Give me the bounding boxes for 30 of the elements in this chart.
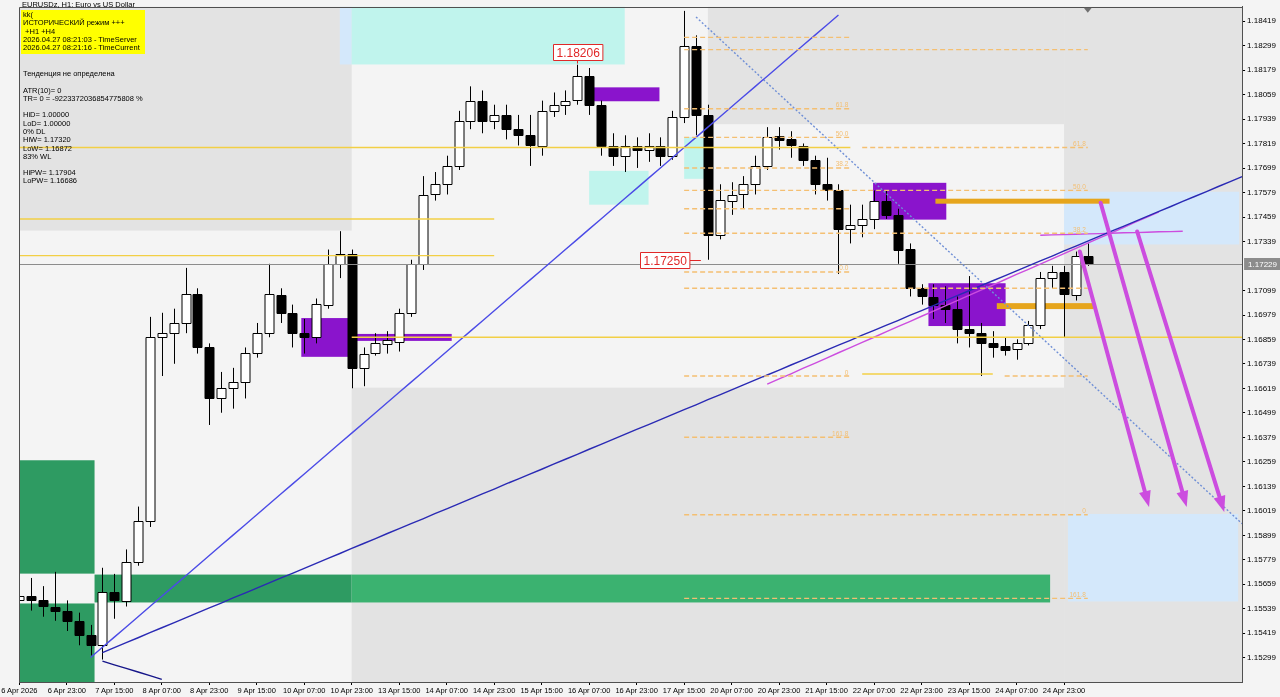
y-tick-label: 1.17699 — [1247, 163, 1277, 173]
y-tick-label: 1.16739 — [1247, 359, 1277, 369]
y-tick-label: 1.18419 — [1247, 16, 1277, 26]
annotation: 1.17250 — [643, 253, 688, 268]
ref-line-label: 1.17229 — [1248, 259, 1278, 269]
y-tick-label: 1.16019 — [1247, 506, 1277, 516]
y-tick-label: 1.18059 — [1247, 89, 1277, 99]
y-tick-label: 1.15659 — [1247, 579, 1277, 589]
y-tick-label: 1.16859 — [1247, 334, 1277, 344]
y-tick-label: 1.18179 — [1247, 65, 1277, 75]
y-tick-label: 1.17459 — [1247, 212, 1277, 222]
y-tick-label: 1.15899 — [1247, 530, 1277, 540]
y-tick-label: 1.17939 — [1247, 114, 1277, 124]
y-tick-label: 1.15539 — [1247, 603, 1277, 613]
y-tick-label: 1.18299 — [1247, 40, 1277, 50]
y-tick-label: 1.16379 — [1247, 432, 1277, 442]
y-tick-label: 1.15779 — [1247, 555, 1277, 565]
y-tick-label: 1.16619 — [1247, 383, 1277, 393]
y-tick-label: 1.17099 — [1247, 285, 1277, 295]
annotation: 1.18206 — [556, 45, 601, 60]
y-tick-label: 1.16259 — [1247, 457, 1277, 467]
y-tick-label: 1.16139 — [1247, 481, 1277, 491]
y-tick-label: 1.15419 — [1247, 628, 1277, 638]
y-tick-label: 1.17339 — [1247, 236, 1277, 246]
y-tick-label: 1.17579 — [1247, 187, 1277, 197]
y-tick-label: 1.16979 — [1247, 310, 1277, 320]
line-series — [695, 16, 1243, 525]
y-tick-label: 1.15299 — [1247, 652, 1277, 662]
y-tick-label: 1.16499 — [1247, 408, 1277, 418]
y-tick-label: 1.17819 — [1247, 138, 1277, 148]
